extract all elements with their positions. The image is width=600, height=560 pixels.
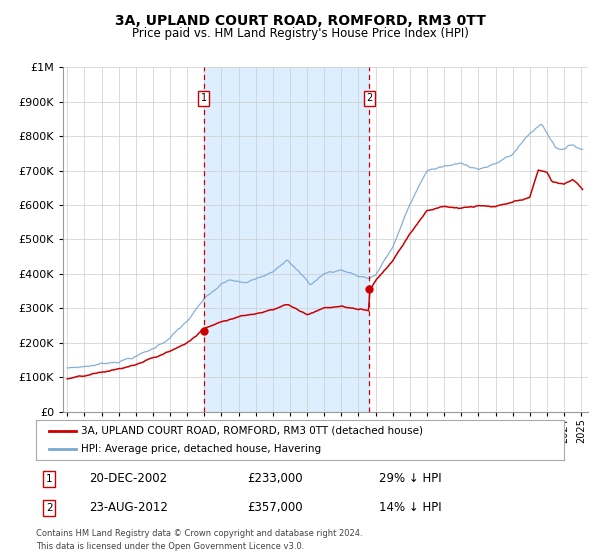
Text: Price paid vs. HM Land Registry's House Price Index (HPI): Price paid vs. HM Land Registry's House … — [131, 27, 469, 40]
Text: 2: 2 — [46, 503, 53, 513]
Text: 1: 1 — [201, 93, 207, 103]
Text: 1: 1 — [46, 474, 53, 484]
Text: 23-AUG-2012: 23-AUG-2012 — [89, 501, 167, 515]
Text: £357,000: £357,000 — [247, 501, 303, 515]
Text: HPI: Average price, detached house, Havering: HPI: Average price, detached house, Have… — [81, 445, 321, 454]
Text: 20-DEC-2002: 20-DEC-2002 — [89, 472, 167, 486]
Text: 2: 2 — [367, 93, 373, 103]
Text: 29% ↓ HPI: 29% ↓ HPI — [379, 472, 442, 486]
Text: £233,000: £233,000 — [247, 472, 303, 486]
Bar — [204, 67, 370, 412]
Text: Contains HM Land Registry data © Crown copyright and database right 2024.
This d: Contains HM Land Registry data © Crown c… — [36, 529, 362, 550]
Text: 3A, UPLAND COURT ROAD, ROMFORD, RM3 0TT (detached house): 3A, UPLAND COURT ROAD, ROMFORD, RM3 0TT … — [81, 426, 423, 436]
Text: 3A, UPLAND COURT ROAD, ROMFORD, RM3 0TT: 3A, UPLAND COURT ROAD, ROMFORD, RM3 0TT — [115, 14, 485, 28]
Text: 14% ↓ HPI: 14% ↓ HPI — [379, 501, 442, 515]
